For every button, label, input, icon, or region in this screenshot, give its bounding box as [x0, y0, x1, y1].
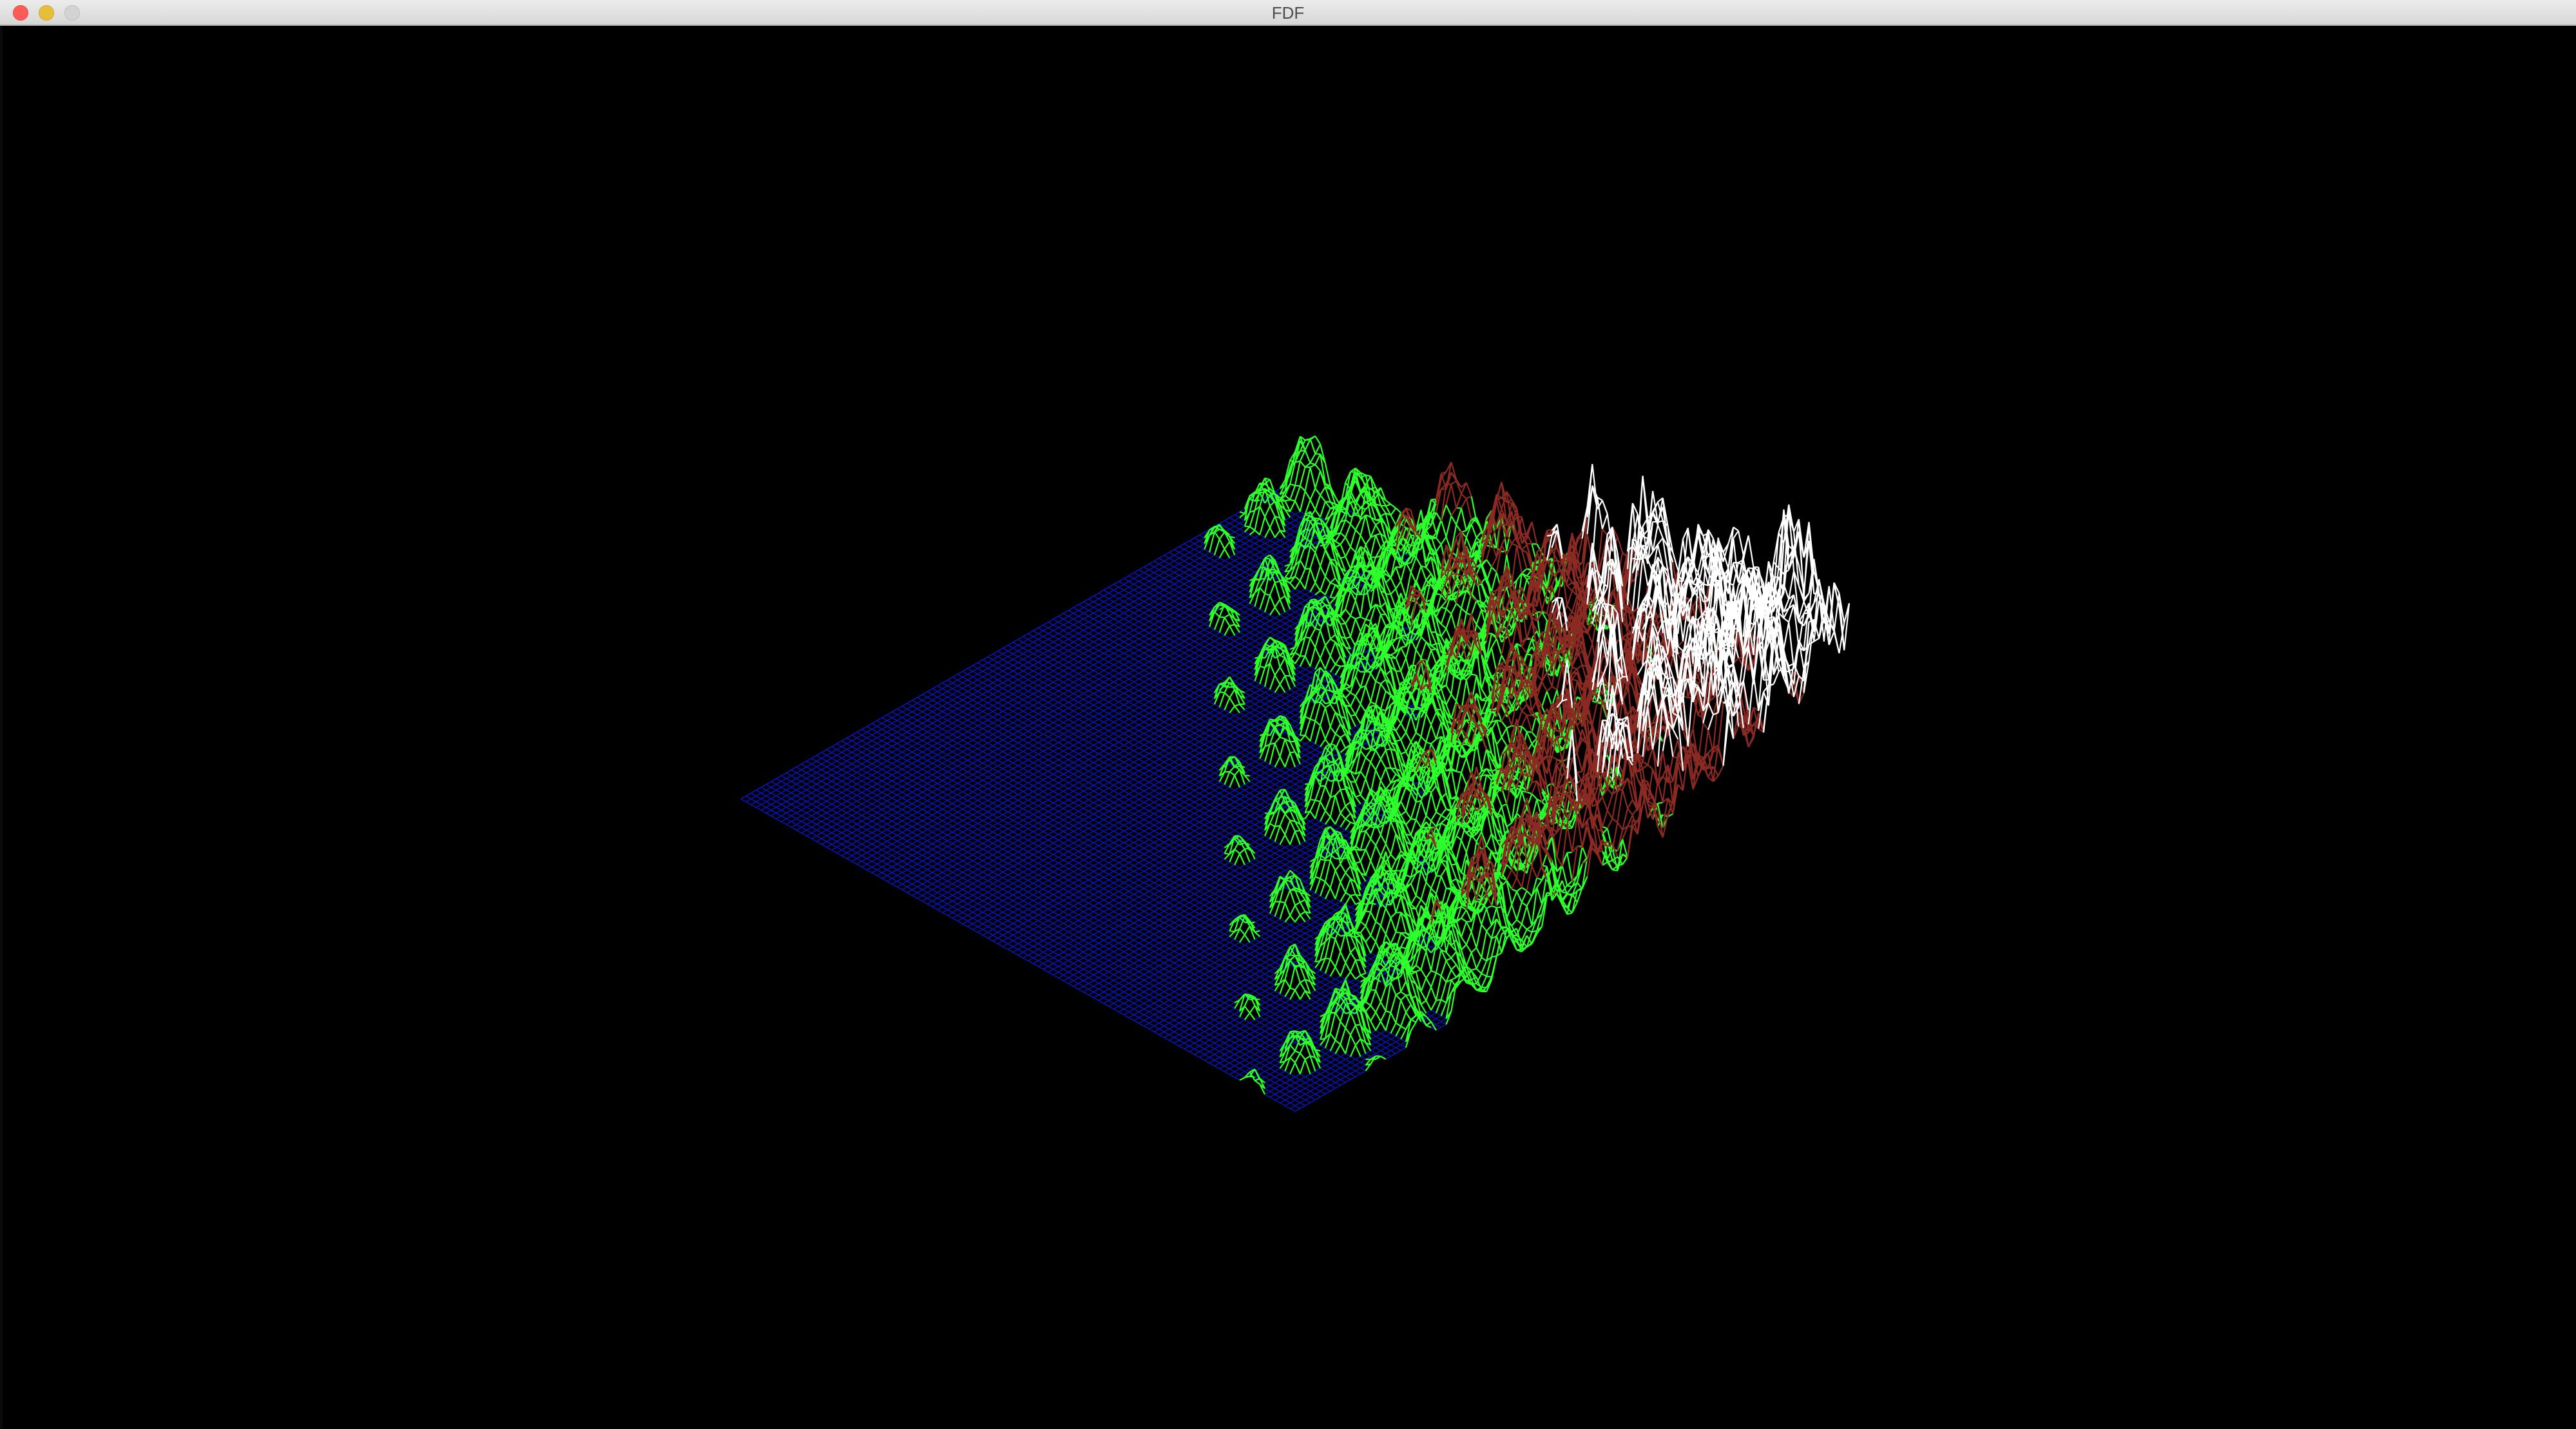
- title-bar[interactable]: FDF: [0, 0, 2576, 26]
- minimize-button[interactable]: [39, 5, 54, 21]
- zoom-button[interactable]: [64, 5, 80, 21]
- render-canvas[interactable]: [0, 26, 2576, 1429]
- terrain-mesh-peak: [1546, 464, 1850, 801]
- left-edge: [0, 26, 3, 1429]
- terrain-mesh-mid: [1204, 435, 1673, 1095]
- terrain-mesh-low: [740, 488, 1447, 1112]
- wireframe-render: [740, 435, 1850, 1112]
- window-title: FDF: [1271, 3, 1305, 23]
- close-button[interactable]: [13, 5, 28, 21]
